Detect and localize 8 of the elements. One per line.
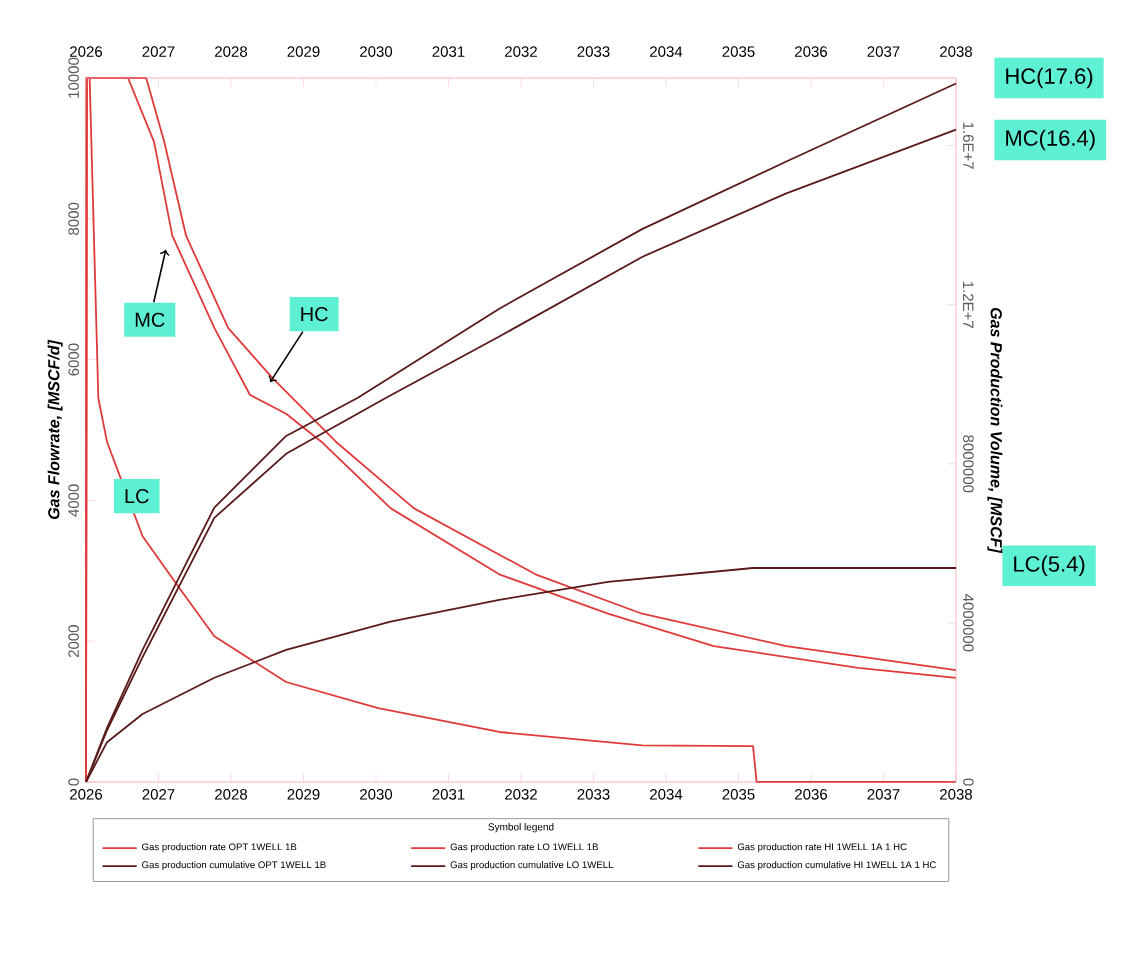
annotation: MC(16.4)	[1006, 129, 1095, 151]
annotation: MC	[135, 312, 165, 327]
y-axis-title: Gas Flowrate, [MSCF/d]	[47, 339, 63, 519]
annotation: LC(5.4)	[1014, 555, 1085, 577]
y2-axis-title: Gas Production Volume, [MSCF]	[987, 307, 1003, 554]
annotation: LC	[125, 489, 149, 504]
annotation: HC	[301, 307, 328, 322]
annotation: HC(17.6)	[1006, 67, 1093, 89]
